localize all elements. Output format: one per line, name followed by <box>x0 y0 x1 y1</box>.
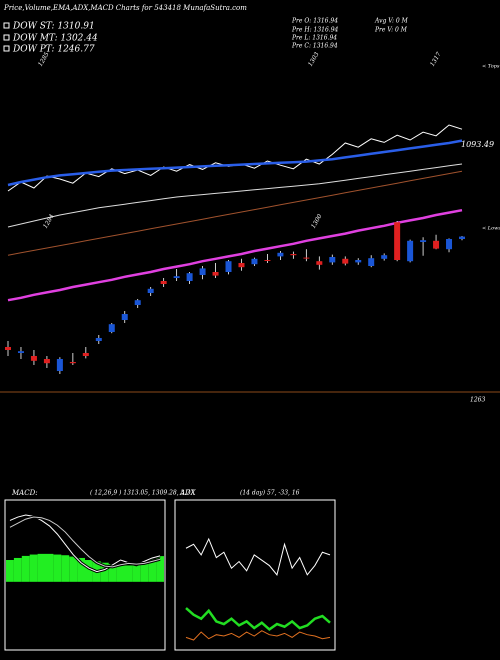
candle-body <box>212 272 219 276</box>
lows-label: < Lows <box>482 226 500 232</box>
macd-bar <box>148 559 157 582</box>
volume-value: Avg V: 0 M <box>374 18 409 25</box>
candle-body <box>43 359 50 364</box>
candle-body <box>225 261 232 272</box>
candle-body <box>433 240 440 249</box>
indicator-line <box>7 139 463 187</box>
macd-bar <box>53 554 62 582</box>
macd-bar <box>132 564 141 582</box>
macd-bar <box>29 554 38 582</box>
macd-subtitle: ( 12,26,9 ) 1313.05, 1309.28, 3.77 <box>90 490 194 497</box>
candle-body <box>95 338 102 341</box>
page-title: Price,Volume,EMA,ADX,MACD Charts for 543… <box>3 4 247 12</box>
candle-body <box>368 258 375 266</box>
volume-value: Pre V: 0 M <box>374 27 408 34</box>
candle-body <box>394 222 401 260</box>
candle-body <box>82 353 89 356</box>
macd-bar <box>156 556 164 582</box>
candle-body <box>381 255 388 259</box>
candle-body <box>251 258 258 265</box>
dow-icon <box>3 45 10 52</box>
macd-bar <box>13 557 22 582</box>
candle-body <box>160 281 167 284</box>
dow-icon <box>3 22 10 29</box>
dow-icon <box>3 34 10 41</box>
ema-label: 1093.49 <box>461 140 494 149</box>
indicator-line <box>7 208 463 302</box>
candle-body <box>290 254 297 256</box>
adx-subtitle: (14 day) 57, -33, 16 <box>240 490 300 497</box>
candle-body <box>147 288 154 293</box>
candle-body <box>459 236 465 239</box>
macd-bar <box>37 553 46 582</box>
indicator-line <box>7 170 463 256</box>
macd-line <box>9 516 161 568</box>
candle-body <box>173 276 180 278</box>
candle-body <box>303 257 310 259</box>
candle-body <box>56 359 63 371</box>
candle-body <box>238 263 245 268</box>
pre-value: Pre H: 1316.94 <box>291 27 339 34</box>
candle-body <box>264 260 271 261</box>
candle-body <box>108 324 115 332</box>
macd-bar <box>6 560 14 582</box>
macd-bar <box>77 557 85 582</box>
candle-body <box>277 252 284 257</box>
macd-bar <box>69 556 78 582</box>
pre-value: Pre L: 1316.94 <box>291 35 337 42</box>
candle-body <box>69 362 76 364</box>
macd-bar <box>85 560 93 582</box>
adx-title: ADX <box>179 489 197 497</box>
dow-value: DOW ST: 1310.91 <box>12 22 95 32</box>
dow-value: DOW MT: 1302.44 <box>12 34 98 44</box>
adx-panel <box>174 499 336 651</box>
macd-panel <box>4 499 166 651</box>
macd-bar <box>124 565 133 582</box>
candle-body <box>355 260 362 263</box>
candle-body <box>329 257 336 263</box>
candle-body <box>121 314 128 320</box>
pre-value: Pre O: 1316.94 <box>291 18 338 25</box>
macd-bar <box>45 553 54 582</box>
support-label: 1263 <box>470 397 485 404</box>
candle-body <box>407 240 414 262</box>
indicator-line <box>7 163 463 228</box>
candle-body <box>17 351 24 353</box>
candle-body <box>342 258 349 264</box>
candle-body <box>199 268 206 275</box>
adx-line <box>185 607 331 631</box>
adx-line <box>185 630 331 641</box>
macd-bar <box>21 555 30 582</box>
adx-line <box>185 537 331 576</box>
macd-bar <box>61 555 70 582</box>
macd-bar <box>100 562 109 582</box>
candle-body <box>420 240 427 242</box>
candle-body <box>5 347 11 350</box>
tops-label: < Tops <box>482 64 500 70</box>
candle-body <box>446 239 453 250</box>
candle-body <box>186 273 193 281</box>
candle-body <box>134 300 141 305</box>
candle-body <box>316 261 323 265</box>
candle-body <box>30 356 37 361</box>
macd-bar <box>140 562 149 582</box>
macd-title: MACD: <box>11 489 38 497</box>
pre-value: Pre C: 1316.94 <box>291 43 338 50</box>
dow-value: DOW PT: 1246.77 <box>12 45 95 55</box>
macd-bar <box>108 564 117 582</box>
macd-bar <box>116 564 125 582</box>
